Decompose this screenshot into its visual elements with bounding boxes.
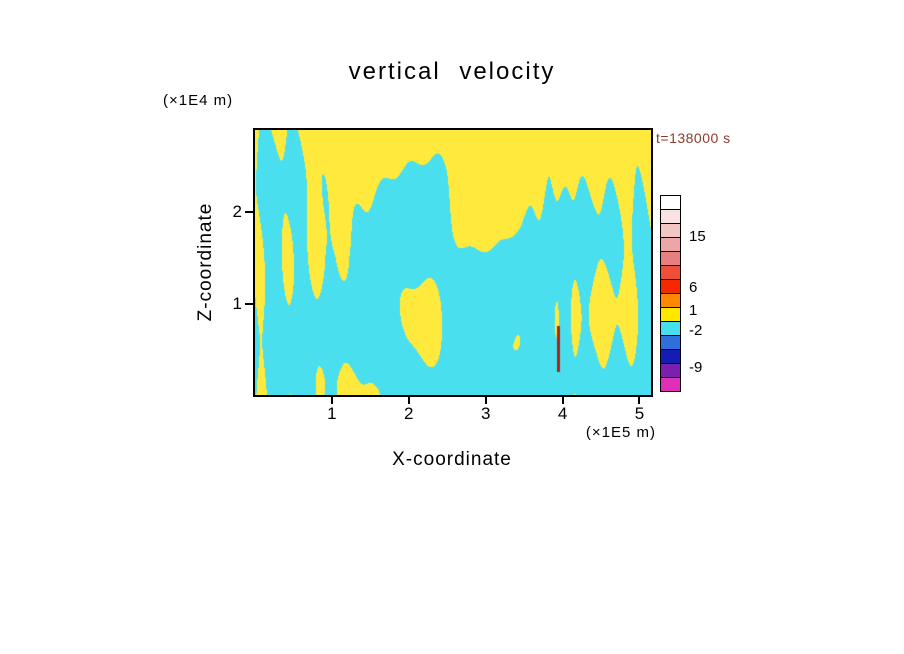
x-tick-label: 1	[327, 404, 337, 423]
colorbar-segment	[660, 237, 681, 252]
colorbar-segment	[660, 251, 681, 266]
colorbar-segment	[660, 265, 681, 280]
colorbar-segment	[660, 321, 681, 336]
x-tick-mark	[561, 397, 564, 404]
time-annotation: t=138000 s	[656, 130, 731, 146]
colorbar-tick-label: 6	[689, 278, 698, 296]
x-tick-mark	[484, 397, 487, 404]
colorbar-segment	[660, 209, 681, 224]
colorbar-segment	[660, 335, 681, 350]
plot-title: vertical velocity	[348, 58, 556, 85]
x-tick-label: 3	[480, 404, 491, 423]
colorbar-tick-label: -9	[689, 359, 703, 377]
z-axis-label: Z-coordinate	[195, 202, 216, 322]
x-tick-label: 2	[404, 404, 414, 423]
x-axis-unit: (×1E5 m)	[585, 424, 656, 441]
x-axis-label: X-coordinate	[392, 449, 512, 470]
x-tick-mark	[330, 397, 333, 404]
z-tick-label: 1	[232, 293, 242, 313]
colorbar-segment	[660, 293, 681, 308]
x-tick-label: 5	[634, 404, 645, 423]
plot-frame	[253, 128, 653, 397]
z-axis-unit: (×1E4 m)	[163, 92, 234, 109]
z-tick-label: 2	[232, 202, 242, 222]
colorbar-tick-label: -2	[689, 321, 703, 339]
colorbar-segment	[660, 307, 681, 322]
colorbar	[660, 195, 681, 392]
colorbar-segment	[660, 349, 681, 364]
x-tick-mark	[638, 397, 641, 404]
colorbar-segment	[660, 223, 681, 238]
x-tick-label: 4	[557, 404, 568, 423]
velocity-field-canvas	[255, 130, 651, 395]
colorbar-tick-label: 15	[689, 228, 706, 246]
colorbar-segment	[660, 363, 681, 378]
colorbar-segment	[660, 279, 681, 294]
z-tick-mark	[245, 211, 253, 214]
colorbar-segment	[660, 195, 681, 210]
z-tick-mark	[245, 302, 253, 305]
x-tick-mark	[407, 397, 410, 404]
colorbar-tick-label: 1	[689, 302, 698, 320]
colorbar-segment	[660, 377, 681, 392]
